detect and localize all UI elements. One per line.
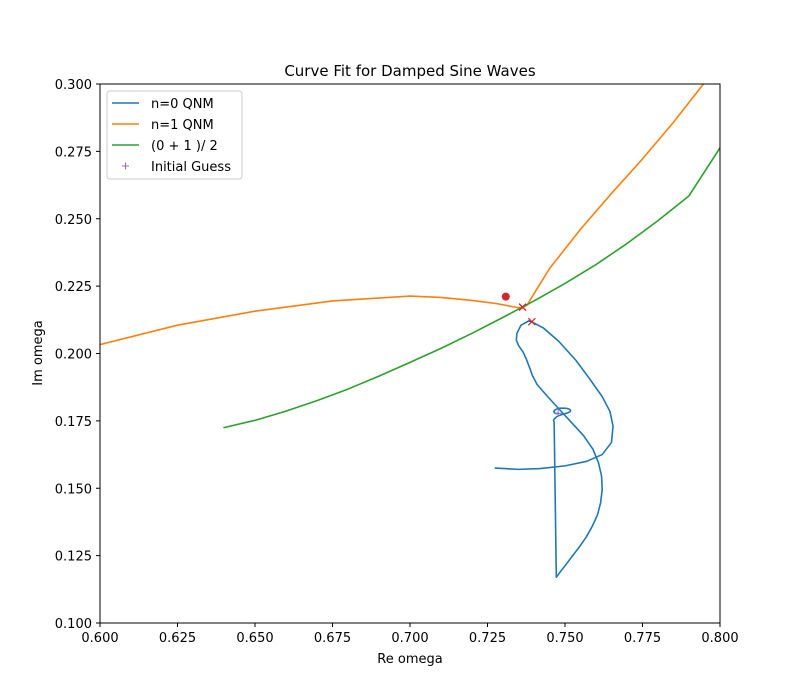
x-axis-label: Re omega — [377, 652, 442, 667]
y-tick-label: 0.225 — [55, 280, 92, 295]
y-tick-label: 0.150 — [55, 482, 92, 497]
x-tick-label: 0.650 — [236, 631, 273, 646]
legend: n=0 QNM n=1 QNM (0 + 1 )/ 2 Initial Guess — [106, 90, 243, 180]
x-tick-label: 0.750 — [546, 631, 583, 646]
series-line-n-1-qnm — [100, 84, 705, 346]
legend-label: (0 + 1 )/ 2 — [151, 139, 218, 154]
series-layer — [100, 84, 720, 578]
marker-layer — [501, 292, 536, 326]
x-tick-label: 0.800 — [701, 631, 738, 646]
y-tick-label: 0.125 — [55, 550, 92, 565]
chart-title: Curve Fit for Damped Sine Waves — [284, 62, 536, 80]
legend-item: n=0 QNM — [112, 97, 214, 112]
legend-label: Initial Guess — [151, 160, 231, 175]
y-tick-label: 0.175 — [55, 415, 92, 430]
x-tick-label: 0.725 — [469, 631, 506, 646]
x-tick-label: 0.600 — [81, 631, 118, 646]
x-axis-ticks: 0.600 0.625 0.650 0.675 0.700 0.725 0.750 0.775… — [81, 623, 739, 646]
y-tick-label: 0.100 — [55, 617, 92, 632]
y-axis-label: Im omega — [31, 320, 46, 385]
initial-guess-marker — [554, 409, 562, 417]
legend-item: (0 + 1 )/ 2 — [112, 139, 218, 154]
y-tick-label: 0.275 — [55, 145, 92, 160]
legend-label: n=0 QNM — [151, 97, 214, 112]
legend-item: n=1 QNM — [112, 118, 214, 133]
x-marker — [518, 303, 527, 312]
legend-label: n=1 QNM — [151, 118, 214, 133]
x-tick-label: 0.625 — [159, 631, 196, 646]
y-tick-label: 0.300 — [55, 78, 92, 93]
legend-box — [106, 90, 243, 180]
x-tick-label: 0.700 — [391, 631, 428, 646]
legend-item: Initial Guess — [122, 160, 231, 175]
dot-marker — [501, 292, 510, 301]
series-line-n-0-qnm — [494, 319, 614, 578]
x-tick-label: 0.775 — [624, 631, 661, 646]
y-tick-label: 0.250 — [55, 213, 92, 228]
x-tick-label: 0.675 — [314, 631, 351, 646]
y-axis-ticks: 0.100 0.125 0.150 0.175 0.200 0.225 0.250 0.275… — [55, 78, 100, 632]
x-marker — [527, 317, 536, 326]
series-line-0-1-2 — [223, 147, 720, 429]
y-tick-label: 0.200 — [55, 348, 92, 363]
